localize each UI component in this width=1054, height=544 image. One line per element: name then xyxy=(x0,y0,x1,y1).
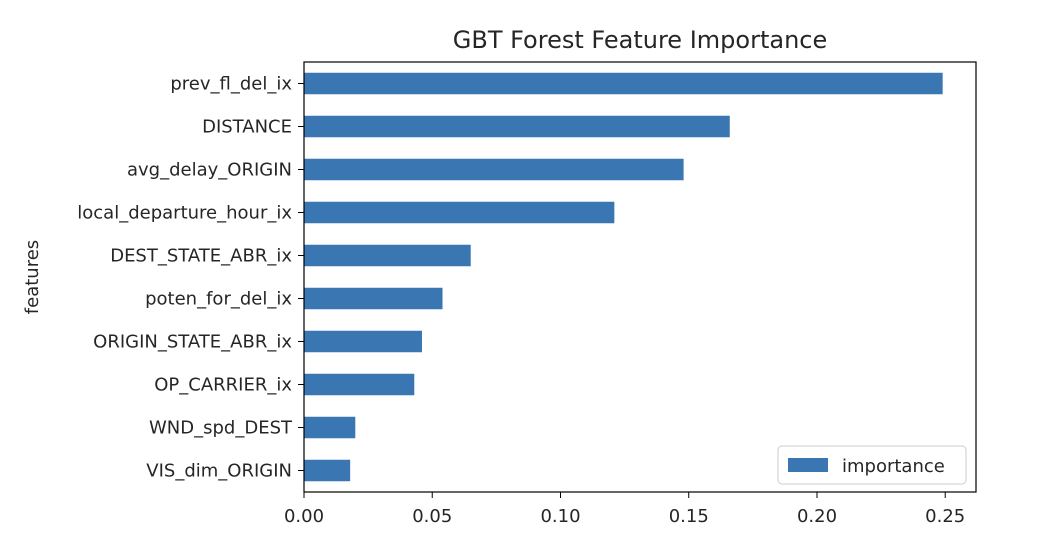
x-tick-label: 0.00 xyxy=(284,506,324,527)
y-tick-label: DEST_STATE_ABR_ix xyxy=(110,246,292,267)
bars-group xyxy=(304,72,943,482)
bar-poten-for-del-ix xyxy=(304,287,443,310)
bar-local-departure-hour-ix xyxy=(304,201,615,224)
x-tick-label: 0.20 xyxy=(797,506,837,527)
x-tick-label: 0.05 xyxy=(412,506,452,527)
bar-vis-dim-origin xyxy=(304,459,351,482)
legend-swatch xyxy=(788,458,828,472)
bar-prev-fl-del-ix xyxy=(304,72,943,95)
bar-distance xyxy=(304,115,730,138)
bar-origin-state-abr-ix xyxy=(304,330,422,353)
x-axis-ticks: 0.00 0.05 0.10 0.15 0.20 0.25 xyxy=(284,492,965,527)
legend-box xyxy=(777,445,967,485)
y-tick-label: local_departure_hour_ix xyxy=(77,203,292,224)
bar-wnd-spd-dest xyxy=(304,416,356,439)
bar-op-carrier-ix xyxy=(304,373,415,396)
y-tick-label: poten_for_del_ix xyxy=(145,289,292,310)
y-axis-label: features xyxy=(22,240,43,314)
y-tick-label: avg_delay_ORIGIN xyxy=(127,160,292,181)
bar-dest-state-abr-ix xyxy=(304,244,471,267)
legend-label-importance: importance xyxy=(842,456,945,477)
y-tick-label: OP_CARRIER_ix xyxy=(154,375,292,396)
y-tick-label: ORIGIN_STATE_ABR_ix xyxy=(93,332,292,353)
legend: importance xyxy=(777,445,967,485)
x-tick-label: 0.15 xyxy=(669,506,709,527)
y-tick-label: VIS_dim_ORIGIN xyxy=(146,461,292,482)
y-tick-label: DISTANCE xyxy=(202,117,292,138)
y-tick-label: prev_fl_del_ix xyxy=(170,74,292,95)
y-tick-label: WND_spd_DEST xyxy=(149,418,293,439)
chart-title: GBT Forest Feature Importance xyxy=(453,26,827,54)
plot-frame xyxy=(303,61,977,493)
x-tick-label: 0.25 xyxy=(925,506,965,527)
x-tick-label: 0.10 xyxy=(540,506,580,527)
bar-avg-delay-origin xyxy=(304,158,684,181)
y-axis-ticks: prev_fl_del_ix DISTANCE avg_delay_ORIGINlo… xyxy=(77,74,304,482)
